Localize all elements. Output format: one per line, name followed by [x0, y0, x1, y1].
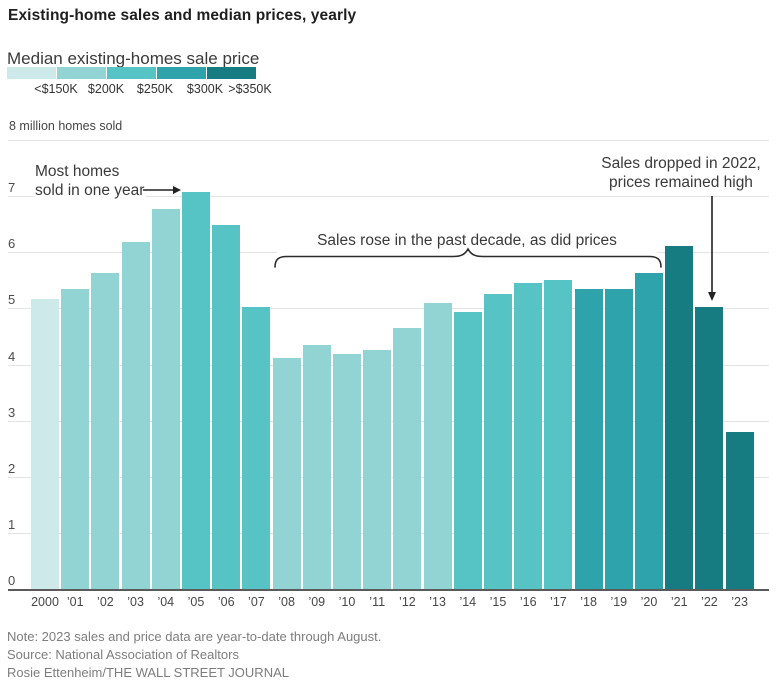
- bar-08: [272, 357, 301, 589]
- bar-02: [91, 273, 120, 589]
- legend-label: <$150K: [34, 82, 78, 96]
- legend-label: $250K: [136, 82, 174, 96]
- x-axis-tick-label: ’16: [519, 595, 537, 609]
- annotation-peak-line1: Most homes: [35, 163, 120, 180]
- y-axis-tick-label: 4: [8, 348, 16, 364]
- bar-12: [393, 327, 422, 589]
- x-axis-tick-label: ’10: [338, 595, 356, 609]
- bar-06: [212, 225, 241, 589]
- x-axis-tick-label: ’20: [640, 595, 658, 609]
- annotation-peak: Most homes sold in one year: [35, 163, 147, 200]
- bar-04: [151, 208, 180, 589]
- bar-11: [363, 349, 392, 589]
- x-axis-tick-label: ’02: [97, 595, 114, 609]
- gridline: [8, 252, 769, 254]
- legend-swatch: [107, 67, 156, 79]
- bar-10: [333, 353, 361, 589]
- x-axis-tick-label: ’22: [701, 595, 718, 609]
- bar-18: [574, 289, 603, 589]
- x-axis-tick-label: ’01: [66, 595, 84, 609]
- x-axis-tick-label: ’15: [489, 595, 507, 609]
- annotation-decade: Sales rose in the past decade, as did pr…: [277, 232, 657, 253]
- bar-15: [484, 294, 512, 589]
- y-axis-tick-label: 7: [8, 180, 16, 196]
- bar-05: [182, 191, 210, 589]
- y-axis-tick-label: 5: [8, 292, 16, 308]
- bar-09: [302, 345, 331, 589]
- bar-19: [604, 289, 633, 589]
- y-axis-tick-label: 0: [8, 573, 16, 588]
- x-axis-tick-label: ’08: [278, 595, 295, 609]
- gridline: [8, 308, 769, 310]
- bar-14: [453, 311, 482, 589]
- x-axis-tick-label: 2000: [31, 595, 59, 609]
- x-axis-tick-label: ’04: [157, 595, 175, 609]
- annotation-drop-line1: Sales dropped in 2022,: [601, 155, 761, 172]
- x-axis-tick-label: ’14: [459, 595, 477, 609]
- x-axis-tick-label: ’06: [217, 595, 235, 609]
- legend-swatch: [207, 67, 256, 79]
- x-axis-tick-label: ’12: [399, 595, 416, 609]
- bar-23: [725, 431, 754, 589]
- x-axis-tick-label: ’13: [429, 595, 446, 609]
- x-axis-tick-label: ’11: [369, 595, 386, 609]
- y-axis-tick-label: 1: [8, 516, 16, 532]
- legend-swatch: [7, 67, 56, 79]
- page-title: Existing-home sales and median prices, y…: [8, 7, 357, 24]
- bar-01: [61, 289, 90, 589]
- x-axis-tick-label: ’17: [550, 595, 567, 609]
- legend-label: $300K: [186, 82, 224, 96]
- legend-swatches: [7, 67, 256, 79]
- legend-label: $200K: [87, 82, 125, 96]
- x-axis-tick-label: ’21: [670, 595, 688, 609]
- legend-title: Median existing-homes sale price: [7, 49, 260, 68]
- credit-line: Rosie Ettenheim/THE WALL STREET JOURNAL: [7, 665, 289, 680]
- bar-2000: [31, 298, 59, 589]
- x-axis-tick-label: ’19: [610, 595, 628, 609]
- y-axis-tick-label: 6: [8, 236, 16, 252]
- gridline: [8, 140, 769, 141]
- annotation-drop-line2: prices remained high: [609, 173, 753, 191]
- annotation-drop: Sales dropped in 2022, prices remained h…: [590, 155, 772, 192]
- x-axis-tick-label: ’23: [731, 595, 748, 609]
- x-axis-tick-label: ’18: [580, 595, 597, 609]
- y-axis-tick-label: 2: [8, 460, 16, 476]
- bar-13: [423, 303, 452, 589]
- legend-label: >$350K: [228, 82, 272, 96]
- x-axis-tick-label: ’07: [248, 595, 265, 609]
- bar-20: [635, 272, 663, 589]
- x-axis-tick-label: ’05: [187, 595, 205, 609]
- y-axis-unit-label: 8 million homes sold: [9, 119, 123, 133]
- legend-swatch: [157, 67, 206, 79]
- x-axis-tick-label: ’03: [127, 595, 144, 609]
- right-arrow-icon: [143, 186, 181, 194]
- bar-07: [242, 306, 271, 589]
- bar-16: [514, 283, 543, 589]
- annotation-peak-line2: sold in one year: [35, 181, 145, 199]
- source-line: Source: National Association of Realtors: [7, 647, 239, 662]
- curly-brace-icon: [274, 247, 662, 268]
- down-arrow-icon: [708, 196, 716, 301]
- footnote: Note: 2023 sales and price data are year…: [7, 629, 382, 644]
- bar-21: [665, 245, 694, 589]
- bar-22: [695, 306, 724, 589]
- bar-03: [121, 242, 150, 589]
- x-axis-line: [8, 589, 769, 591]
- legend-swatch: [57, 67, 106, 79]
- x-axis-tick-label: ’09: [308, 595, 326, 609]
- bar-17: [544, 279, 573, 589]
- y-axis-tick-label: 3: [8, 404, 16, 420]
- gridline: [8, 196, 769, 198]
